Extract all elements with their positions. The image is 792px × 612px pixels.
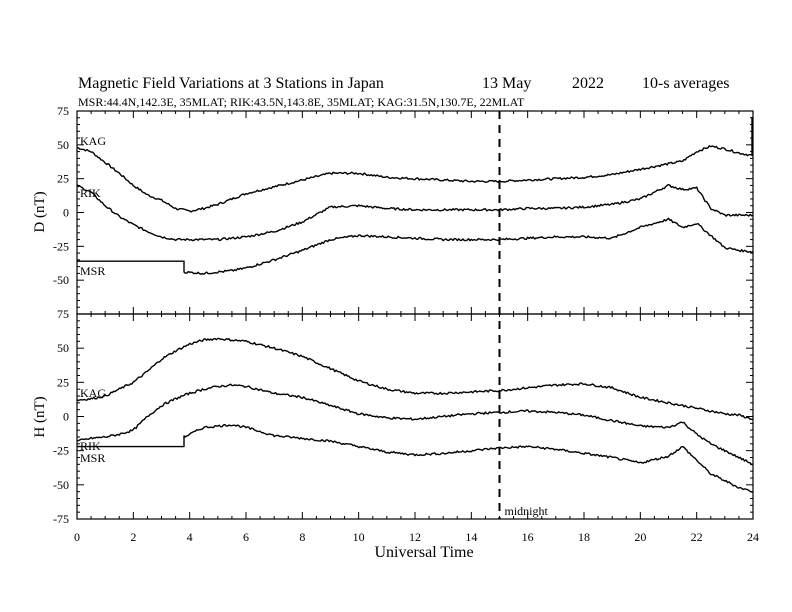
d-panel-frame [76, 110, 754, 315]
y-tick-label: 0 [63, 410, 69, 424]
y-tick-label: 75 [57, 104, 69, 118]
stations-line: MSR:44.4N,142.3E, 35MLAT; RIK:43.5N,143.… [78, 95, 525, 109]
y-tick-label: -50 [53, 273, 69, 287]
x-tick-label: 22 [691, 530, 703, 544]
chart-averaging: 10-s averages [642, 75, 730, 92]
y-tick-label: -25 [53, 239, 69, 253]
x-tick-label: 24 [747, 530, 759, 544]
d-msr-label: MSR [80, 264, 105, 278]
trace-d-kag [76, 145, 754, 213]
y-tick-label: 75 [57, 307, 69, 321]
y-tick-label: 25 [57, 375, 69, 389]
trace-h-msr [77, 423, 754, 493]
trace-d-rik [76, 183, 754, 242]
x-tick-label: 8 [299, 530, 305, 544]
y-tick-label: -75 [53, 512, 69, 526]
y-tick-label: 25 [57, 172, 69, 186]
data-traces [76, 117, 754, 493]
h-rik-label: RIK [80, 439, 101, 453]
chart-year: 2022 [572, 75, 604, 92]
h-msr-label: MSR [80, 451, 105, 465]
x-axis-label: Universal Time [374, 544, 473, 561]
d-axis-label: D (nT) [32, 191, 48, 232]
y-tick-label: -25 [53, 444, 69, 458]
h-axis-label: H (nT) [32, 396, 48, 437]
y-tick-label: 50 [57, 138, 69, 152]
d-kag-label: KAG [80, 134, 106, 148]
y-tick-label: 0 [63, 206, 69, 220]
x-tick-label: 18 [578, 530, 590, 544]
x-tick-label: 20 [634, 530, 646, 544]
y-tick-label: 50 [57, 341, 69, 355]
x-tick-label: 10 [353, 530, 365, 544]
x-tick-label: 12 [409, 530, 421, 544]
x-tick-label: 2 [130, 530, 136, 544]
h-kag-label: KAG [80, 386, 106, 400]
midnight-label: midnight [505, 504, 549, 518]
trace-h-kag [76, 337, 754, 420]
x-tick-label: 6 [243, 530, 249, 544]
x-tick-label: 16 [522, 530, 534, 544]
y-tick-label: -50 [53, 478, 69, 492]
chart-title: Magnetic Field Variations at 3 Stations … [78, 75, 384, 92]
h-panel-frame [76, 313, 754, 520]
trace-h-rik [77, 383, 754, 466]
x-tick-label: 14 [465, 530, 477, 544]
trace-d-msr [77, 217, 754, 275]
d-rik-label: RIK [80, 186, 101, 200]
x-tick-label: 0 [74, 530, 80, 544]
x-tick-label: 4 [187, 530, 193, 544]
chart-date: 13 May [482, 75, 531, 92]
